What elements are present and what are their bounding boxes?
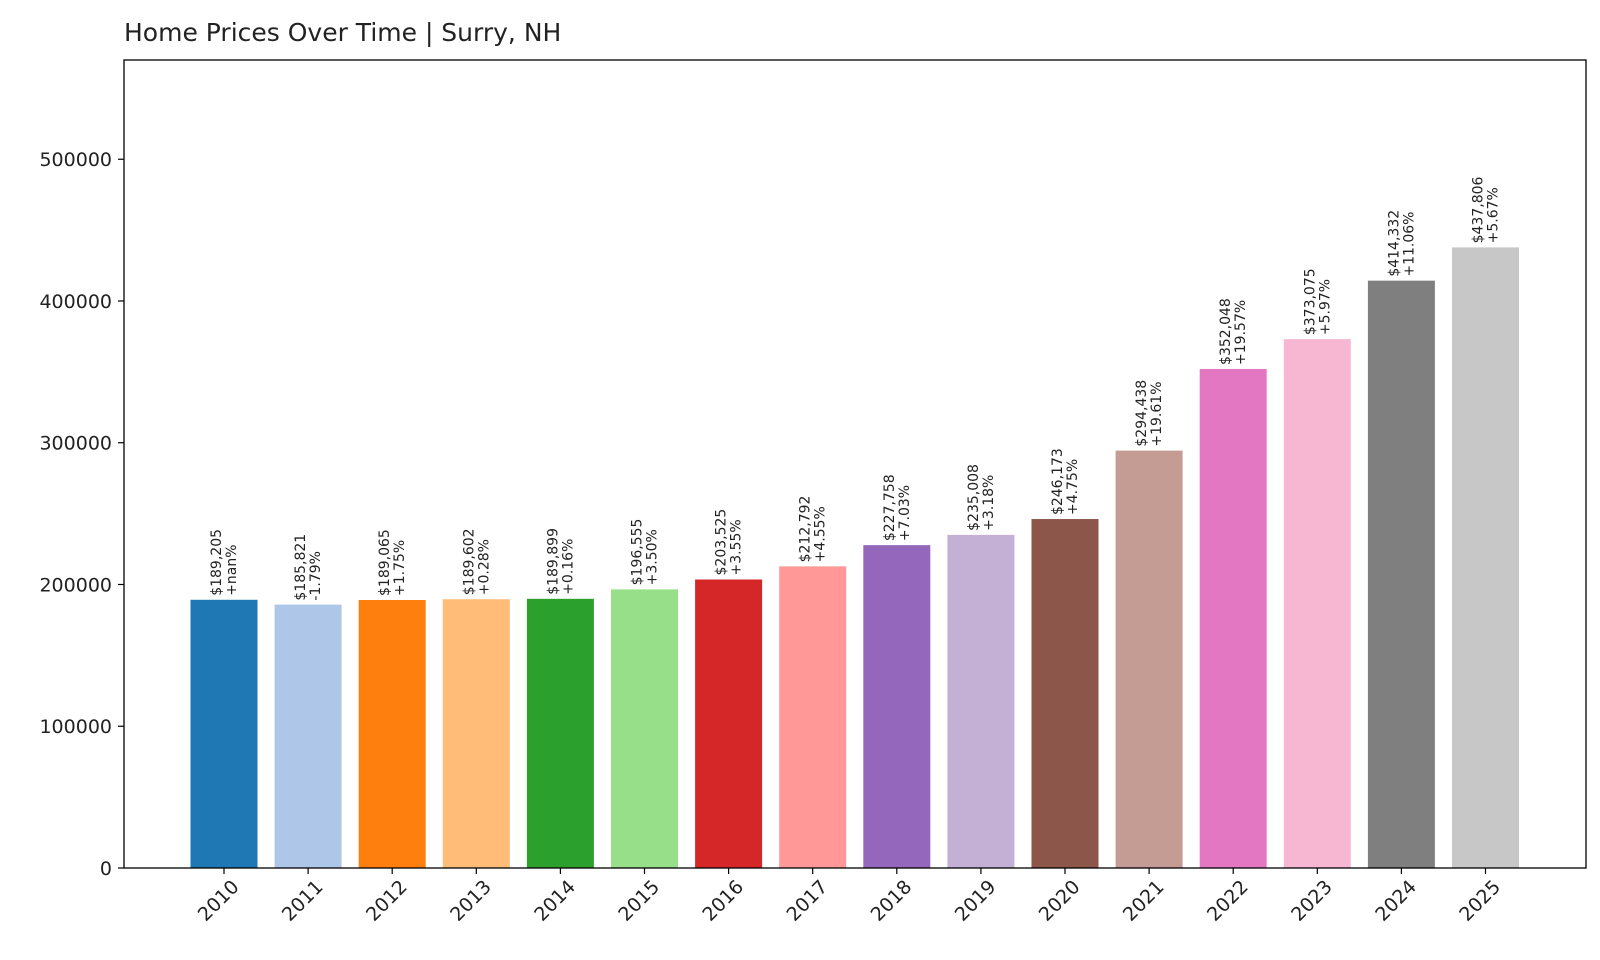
bar-2019 bbox=[947, 534, 1015, 868]
bar-value-label: $189,602 bbox=[461, 528, 477, 595]
x-tick-label: 2024 bbox=[1371, 876, 1421, 926]
bar-change-label: +0.16% bbox=[560, 539, 576, 595]
x-axis: 2010 2011 2012 2013 2014 2015 2016 2017 2018 2019… bbox=[194, 868, 1505, 926]
x-tick-label: 2017 bbox=[782, 876, 832, 926]
x-tick-label: 2014 bbox=[530, 876, 580, 926]
y-tick-label: 100000 bbox=[39, 716, 112, 738]
x-tick-label: 2021 bbox=[1119, 876, 1169, 926]
bar-2024 bbox=[1367, 280, 1435, 868]
x-tick-label: 2011 bbox=[278, 876, 328, 926]
bar-label-2024: $414,332 +11.06% bbox=[1386, 210, 1417, 277]
bar-change-label: +11.06% bbox=[1401, 212, 1417, 277]
bar-2018 bbox=[863, 545, 931, 868]
y-axis: 0 100000 200000 300000 400000 500000 bbox=[39, 149, 124, 880]
bar-2023 bbox=[1283, 339, 1351, 869]
bar-label-2020: $246,173 +4.75% bbox=[1050, 448, 1081, 515]
y-tick-label: 500000 bbox=[39, 149, 112, 171]
bar-label-2014: $189,899 +0.16% bbox=[545, 528, 576, 595]
bar-change-label: +4.75% bbox=[1065, 459, 1081, 515]
x-tick-label: 2010 bbox=[194, 876, 244, 926]
y-tick-label: 300000 bbox=[39, 433, 112, 455]
bar-change-label: +4.55% bbox=[813, 506, 829, 562]
x-tick-label: 2023 bbox=[1287, 876, 1337, 926]
bar-change-label: +5.67% bbox=[1486, 187, 1502, 243]
x-tick-label: 2019 bbox=[951, 876, 1001, 926]
bar-label-2011: $185,821 -1.79% bbox=[293, 534, 324, 601]
bar-2015 bbox=[611, 589, 678, 868]
bar-change-label: +19.57% bbox=[1233, 300, 1249, 365]
bars-layer bbox=[190, 247, 1519, 869]
bar-value-label: $189,899 bbox=[545, 528, 561, 595]
bar-label-2018: $227,758 +7.03% bbox=[882, 474, 913, 541]
plot-area-frame bbox=[123, 59, 1587, 869]
bar-2013 bbox=[442, 599, 510, 868]
bar-change-label: +nan% bbox=[224, 544, 240, 595]
x-tick-label: 2013 bbox=[446, 876, 496, 926]
bar-change-label: +5.97% bbox=[1317, 279, 1333, 335]
x-tick-label: 2025 bbox=[1455, 876, 1505, 926]
y-tick-label: 200000 bbox=[39, 574, 112, 596]
bar-value-label: $373,075 bbox=[1302, 268, 1318, 335]
bar-change-label: +1.75% bbox=[392, 540, 408, 596]
x-tick-label: 2012 bbox=[362, 876, 412, 926]
bar-value-label: $203,525 bbox=[714, 509, 730, 576]
bar-label-2025: $437,806 +5.67% bbox=[1471, 176, 1502, 243]
y-tick-label: 0 bbox=[100, 858, 112, 880]
bar-change-label: +3.50% bbox=[645, 529, 661, 585]
bar-2010 bbox=[190, 599, 258, 868]
bar-value-label: $437,806 bbox=[1471, 176, 1487, 243]
bar-change-label: +19.61% bbox=[1149, 381, 1165, 446]
bar-value-label: $189,205 bbox=[209, 529, 225, 596]
bar-2011 bbox=[274, 604, 342, 868]
bar-2021 bbox=[1115, 450, 1183, 868]
bar-label-2012: $189,065 +1.75% bbox=[377, 529, 408, 596]
bar-2016 bbox=[695, 579, 763, 868]
bar-value-label: $227,758 bbox=[882, 474, 898, 541]
bar-2017 bbox=[779, 566, 847, 868]
x-tick-label: 2016 bbox=[698, 876, 748, 926]
bar-2014 bbox=[526, 598, 594, 868]
x-tick-label: 2015 bbox=[614, 876, 664, 926]
bar-value-label: $414,332 bbox=[1386, 210, 1402, 277]
bar-label-2015: $196,555 +3.50% bbox=[630, 519, 661, 586]
bar-value-label: $212,792 bbox=[798, 496, 814, 563]
bar-label-2023: $373,075 +5.97% bbox=[1302, 268, 1333, 335]
bar-label-2017: $212,792 +4.55% bbox=[798, 496, 829, 563]
bar-2022 bbox=[1199, 368, 1267, 868]
bar-label-2013: $189,602 +0.28% bbox=[461, 528, 492, 595]
bar-label-2022: $352,048 +19.57% bbox=[1218, 298, 1249, 365]
bar-2020 bbox=[1031, 519, 1099, 868]
bar-value-label: $294,438 bbox=[1134, 380, 1150, 447]
bar-change-label: +0.28% bbox=[476, 539, 492, 595]
y-tick-label: 400000 bbox=[39, 291, 112, 313]
x-tick-label: 2022 bbox=[1203, 876, 1253, 926]
bar-value-label: $246,173 bbox=[1050, 448, 1066, 515]
bar-label-2019: $235,008 +3.18% bbox=[966, 464, 997, 531]
bar-2012 bbox=[358, 599, 426, 868]
bar-change-label: +7.03% bbox=[897, 485, 913, 541]
bar-value-label: $352,048 bbox=[1218, 298, 1234, 365]
bar-label-2016: $203,525 +3.55% bbox=[714, 509, 745, 576]
x-tick-label: 2020 bbox=[1035, 876, 1085, 926]
bar-change-label: +3.18% bbox=[981, 475, 997, 531]
bar-label-2021: $294,438 +19.61% bbox=[1134, 380, 1165, 447]
bar-change-label: +3.55% bbox=[729, 519, 745, 575]
bar-change-label: -1.79% bbox=[308, 551, 324, 601]
bar-labels-layer: $189,205 +nan% $185,821 -1.79% $189,065 +1.75… bbox=[209, 176, 1502, 600]
bar-2025 bbox=[1452, 247, 1519, 868]
bar-value-label: $185,821 bbox=[293, 534, 309, 601]
bar-value-label: $189,065 bbox=[377, 529, 393, 596]
bar-label-2010: $189,205 +nan% bbox=[209, 529, 240, 596]
bar-value-label: $196,555 bbox=[630, 519, 646, 586]
bar-value-label: $235,008 bbox=[966, 464, 982, 531]
chart-title: Home Prices Over Time | Surry, NH bbox=[124, 18, 562, 47]
x-tick-label: 2018 bbox=[867, 876, 917, 926]
